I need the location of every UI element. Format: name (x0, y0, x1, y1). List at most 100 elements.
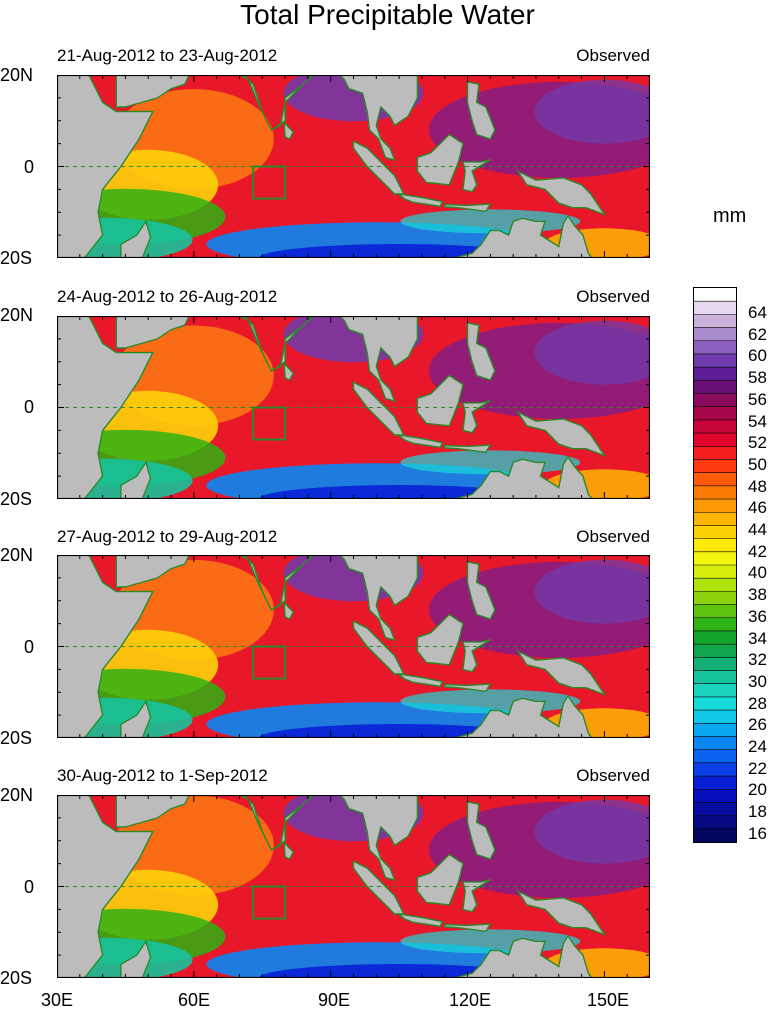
colorbar-swatch (694, 499, 736, 513)
land-mass (451, 934, 594, 978)
unit-label: mm (713, 205, 747, 227)
land-mass (466, 801, 496, 860)
land-mass (462, 158, 491, 193)
land-mass (444, 683, 492, 693)
land-mass (57, 75, 154, 258)
land-mass (416, 374, 464, 427)
land-mass (283, 600, 295, 620)
moisture-field (534, 320, 650, 385)
lat-label-20n: 20N (0, 545, 34, 565)
colorbar-swatch (694, 802, 736, 817)
colorbar-swatch (694, 314, 736, 329)
colorbar-swatch (694, 512, 736, 527)
colorbar-label: 64 (748, 303, 767, 322)
land-mass (283, 120, 295, 140)
land-mass (444, 444, 492, 454)
colorbar-label: 36 (748, 606, 767, 626)
map-panel-3 (57, 555, 650, 738)
study-area-box (252, 165, 287, 200)
panel-4-date-range: 30-Aug-2012 to 1-Sep-2012 (57, 766, 268, 785)
colorbar-swatch (694, 696, 736, 711)
colorbar-label: 58 (748, 368, 767, 388)
moisture-field (400, 450, 581, 475)
colorbar-swatch (694, 288, 736, 302)
panel-1-observed-label: Observed (576, 46, 650, 65)
map-panel-2 (57, 316, 650, 499)
lat-label-0: 0 (24, 157, 35, 177)
colorbar-swatch (694, 644, 736, 658)
land-mass (515, 889, 607, 936)
colorbar-swatch (694, 340, 736, 355)
colorbar-swatch (694, 736, 736, 751)
colorbar-label: 54 (748, 411, 767, 431)
moisture-field (400, 209, 581, 234)
land-mass (230, 316, 332, 372)
land-mass (515, 410, 607, 457)
panel-2-observed-label: Observed (576, 287, 650, 306)
colorbar-label: 32 (748, 650, 767, 670)
colorbar-label: 42 (748, 541, 767, 561)
figure-title: Total Precipitable Water (240, 0, 535, 30)
colorbar-swatch (694, 762, 736, 777)
colorbar-label: 34 (748, 628, 767, 648)
colorbar-swatch (694, 406, 736, 421)
panel-4-observed-label: Observed (576, 766, 650, 785)
colorbar-label: 28 (748, 693, 767, 713)
study-area-box (252, 645, 287, 680)
lat-label-20n: 20N (0, 305, 34, 325)
land-mass (462, 638, 491, 673)
colorbar-swatch (694, 380, 736, 395)
colorbar-label: 50 (748, 454, 767, 474)
land-mass (283, 361, 295, 381)
colorbar-swatch (694, 815, 736, 830)
colorbar-swatch (694, 485, 736, 500)
lat-label-20n: 20N (0, 65, 34, 85)
study-area-box (252, 885, 287, 920)
land-mass (230, 555, 332, 611)
colorbar-label: 44 (748, 520, 767, 539)
land-mass (444, 203, 492, 213)
land-mass (451, 214, 594, 258)
panel-1-date-range: 21-Aug-2012 to 23-Aug-2012 (57, 46, 278, 65)
land-mass (352, 381, 405, 436)
moisture-field (534, 799, 650, 864)
land-mass (230, 795, 332, 851)
colorbar-swatch (694, 683, 736, 698)
land-mass (397, 912, 444, 928)
lon-label-90e: 90E (317, 990, 351, 1010)
colorbar-swatch (694, 591, 736, 606)
colorbar-swatch (694, 723, 736, 738)
panel-3-header: 27-Aug-2012 to 29-Aug-2012 Observed (57, 527, 650, 547)
lon-label-60e: 60E (177, 990, 211, 1010)
land-mass (352, 860, 405, 915)
colorbar-swatch (694, 419, 736, 434)
colorbar-label: 46 (748, 498, 767, 518)
colorbar-label: 38 (748, 585, 767, 605)
panel-2-date-range: 24-Aug-2012 to 26-Aug-2012 (57, 287, 278, 306)
colorbar-label: 18 (748, 802, 767, 822)
colorbar-swatch (694, 446, 736, 461)
land-mass (338, 75, 419, 162)
lat-label-20s: 20S (0, 728, 33, 748)
land-mass (352, 140, 405, 195)
colorbar-swatch (694, 630, 736, 645)
land-mass (462, 399, 491, 434)
lon-label-30e: 30E (40, 990, 74, 1010)
colorbar-label: 48 (748, 476, 767, 496)
land-mass (466, 81, 496, 140)
colorbar-swatch (694, 710, 736, 724)
panel-2-header: 24-Aug-2012 to 26-Aug-2012 Observed (57, 287, 650, 307)
colorbar-label: 62 (748, 324, 767, 344)
land-mass (57, 555, 154, 738)
land-mass (115, 75, 191, 108)
colorbar-swatch (694, 472, 736, 487)
map-panel-4 (57, 795, 650, 978)
lat-label-20s: 20S (0, 248, 33, 268)
land-mass (416, 853, 464, 906)
study-area-box (252, 406, 287, 441)
land-mass (338, 555, 419, 642)
colorbar-label: 26 (748, 715, 767, 735)
colorbar-label: 56 (748, 389, 767, 409)
colorbar-swatch (694, 353, 736, 368)
colorbar-swatch (694, 459, 736, 474)
